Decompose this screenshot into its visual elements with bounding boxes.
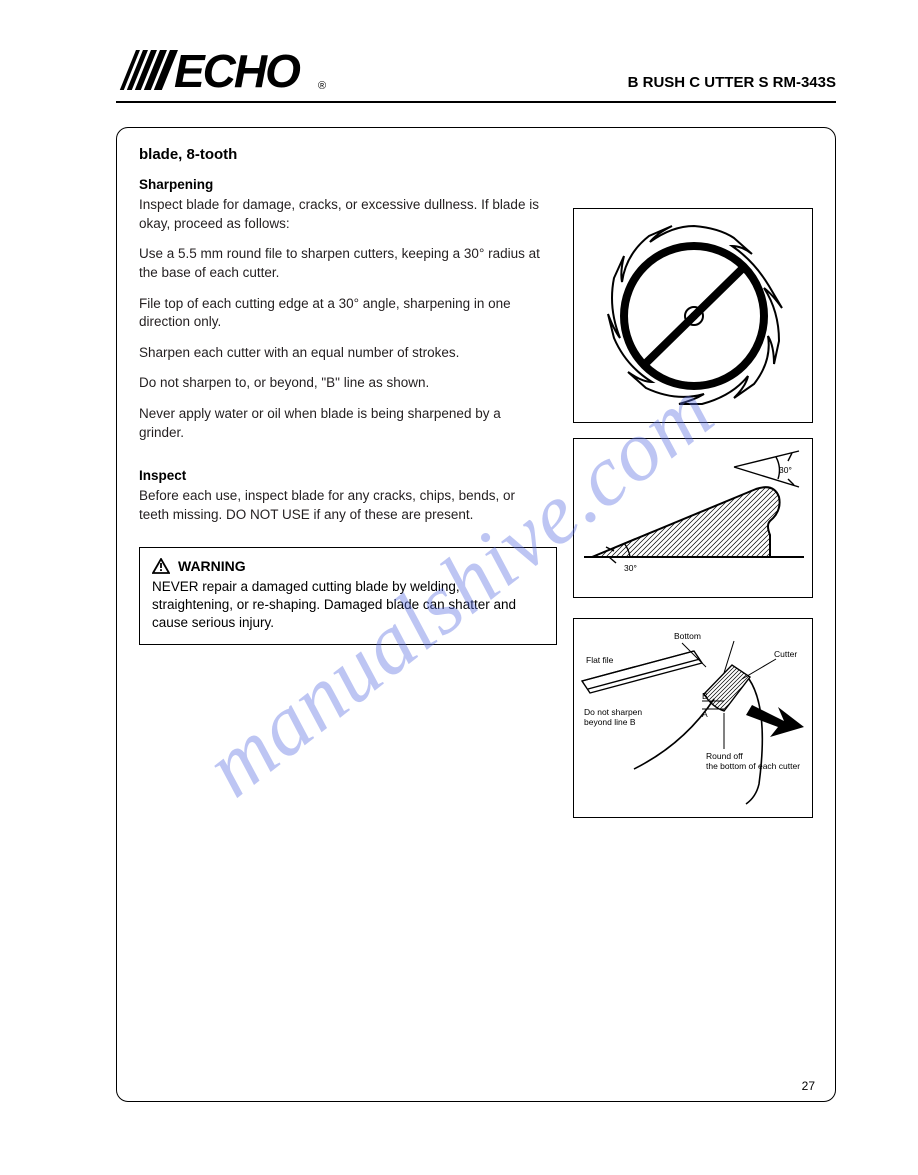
angle-bottom-label: 30°	[624, 563, 637, 573]
fig3-round2: the bottom of each cutter	[706, 761, 800, 771]
figure-file: Flat file Bottom Cutter Do not sharpen b…	[573, 618, 813, 818]
svg-text:®: ®	[318, 80, 326, 92]
page: ECHO ® B RUSH C UTTER S RM-343S blade, 8…	[116, 45, 836, 1102]
fig3-bottom: Bottom	[674, 631, 701, 641]
svg-text:ECHO: ECHO	[174, 45, 301, 95]
content-frame: blade, 8-tooth Sharpening Inspect blade …	[116, 127, 836, 1102]
angle-top-label: 30°	[779, 465, 792, 475]
p5: Do not sharpen to, or beyond, "B" line a…	[139, 374, 544, 393]
warning-body: NEVER repair a damaged cutting blade by …	[152, 578, 544, 633]
inspect-body: Before each use, inspect blade for any c…	[139, 487, 544, 524]
fig3-round1: Round off	[706, 751, 743, 761]
p3: File top of each cutting edge at a 30° a…	[139, 295, 544, 332]
warning-head: WARNING	[152, 558, 544, 574]
figure-blade	[573, 208, 813, 423]
figure-angle: 30° 30°	[573, 438, 813, 598]
fig3-A: A	[702, 709, 708, 719]
section-title: blade, 8-tooth	[139, 146, 813, 163]
warning-box: WARNING NEVER repair a damaged cutting b…	[139, 547, 557, 646]
p4: Sharpen each cutter with an equal number…	[139, 344, 544, 363]
p1: Inspect blade for damage, cracks, or exc…	[139, 196, 544, 233]
header: ECHO ® B RUSH C UTTER S RM-343S	[116, 45, 836, 95]
fig3-B: B	[702, 691, 708, 701]
echo-logo-svg: ECHO ®	[116, 45, 326, 95]
p6: Never apply water or oil when blade is b…	[139, 405, 544, 442]
fig3-cutter: Cutter	[774, 649, 797, 659]
sharpening-head: Sharpening	[139, 177, 813, 192]
warning-label: WARNING	[178, 558, 246, 574]
header-rule	[116, 101, 836, 103]
fig3-flatfile: Flat file	[586, 655, 614, 665]
warning-triangle-icon	[152, 558, 170, 574]
model-title: B RUSH C UTTER S RM-343S	[628, 74, 836, 91]
brand-logo: ECHO ®	[116, 45, 326, 95]
page-number: 27	[802, 1079, 815, 1093]
fig3-nosharp2: beyond line B	[584, 717, 636, 727]
fig3-nosharp1: Do not sharpen	[584, 707, 642, 717]
p2: Use a 5.5 mm round file to sharpen cutte…	[139, 245, 544, 282]
